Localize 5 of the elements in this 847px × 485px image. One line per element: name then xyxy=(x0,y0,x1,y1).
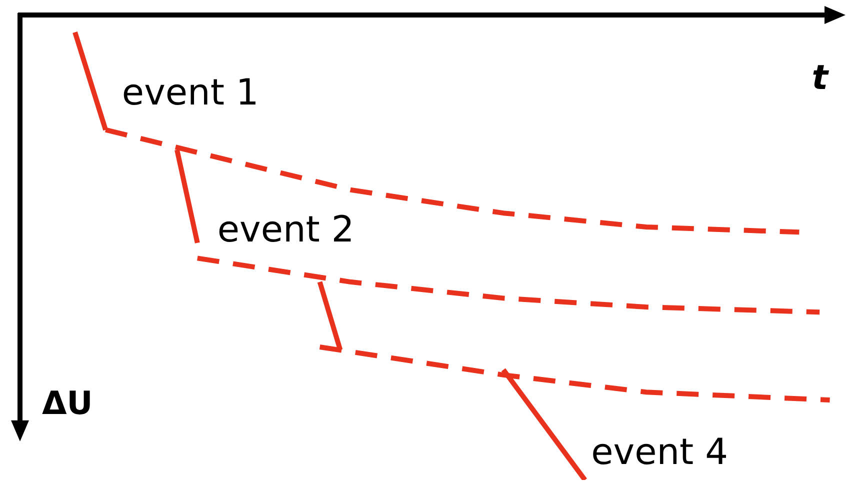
annotation: event 1 xyxy=(122,72,259,114)
annotation: event 4 xyxy=(591,432,728,474)
y-axis-title: ΔU xyxy=(42,384,93,422)
x-axis-title: t xyxy=(812,58,830,98)
annotation: event 2 xyxy=(217,210,354,251)
